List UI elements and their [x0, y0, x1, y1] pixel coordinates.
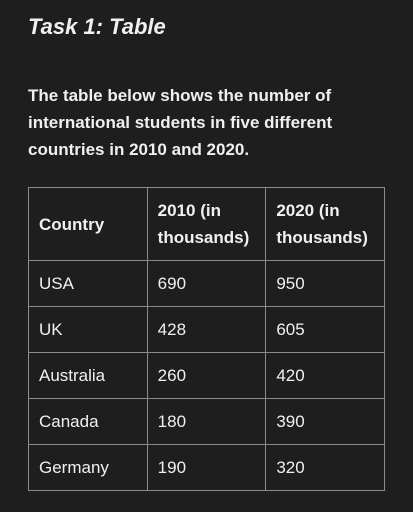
table-cell: Australia [28, 352, 148, 399]
table-cell: 390 [265, 398, 385, 445]
table-row: Canada 180 390 [28, 398, 385, 445]
column-header: Country [28, 187, 148, 261]
table-cell: Canada [28, 398, 148, 445]
table-cell: 420 [265, 352, 385, 399]
table-cell: 605 [265, 306, 385, 353]
data-table: Country 2010 (in thousands) 2020 (in thous… [28, 187, 385, 491]
table-cell: 690 [146, 260, 267, 307]
table-cell: 950 [265, 260, 385, 307]
table-cell: USA [28, 260, 148, 307]
table-head: Country 2010 (in thousands) 2020 (in thous… [28, 187, 385, 261]
table-cell: 180 [146, 398, 267, 445]
table-row: Germany 190 320 [28, 444, 385, 491]
table-row: Australia 260 420 [28, 352, 385, 399]
table-cell: 260 [146, 352, 267, 399]
description: The table below shows the number of inte… [28, 86, 333, 159]
column-header: 2010 (in thousands) [146, 187, 267, 261]
table-cell: Germany [28, 444, 148, 491]
table-cell: 428 [146, 306, 267, 353]
title: Task 1: Table [28, 14, 166, 39]
header-row: Country 2010 (in thousands) 2020 (in thous… [28, 187, 385, 261]
table-row: USA 690 950 [28, 260, 385, 307]
table-cell: 320 [265, 444, 385, 491]
table-body: USA 690 950 UK 428 605 Australia 260 420 Canada 18… [28, 260, 385, 491]
column-header: 2020 (in thousands) [265, 187, 385, 261]
table-cell: UK [28, 306, 148, 353]
table-row: UK 428 605 [28, 306, 385, 353]
table-cell: 190 [146, 444, 267, 491]
